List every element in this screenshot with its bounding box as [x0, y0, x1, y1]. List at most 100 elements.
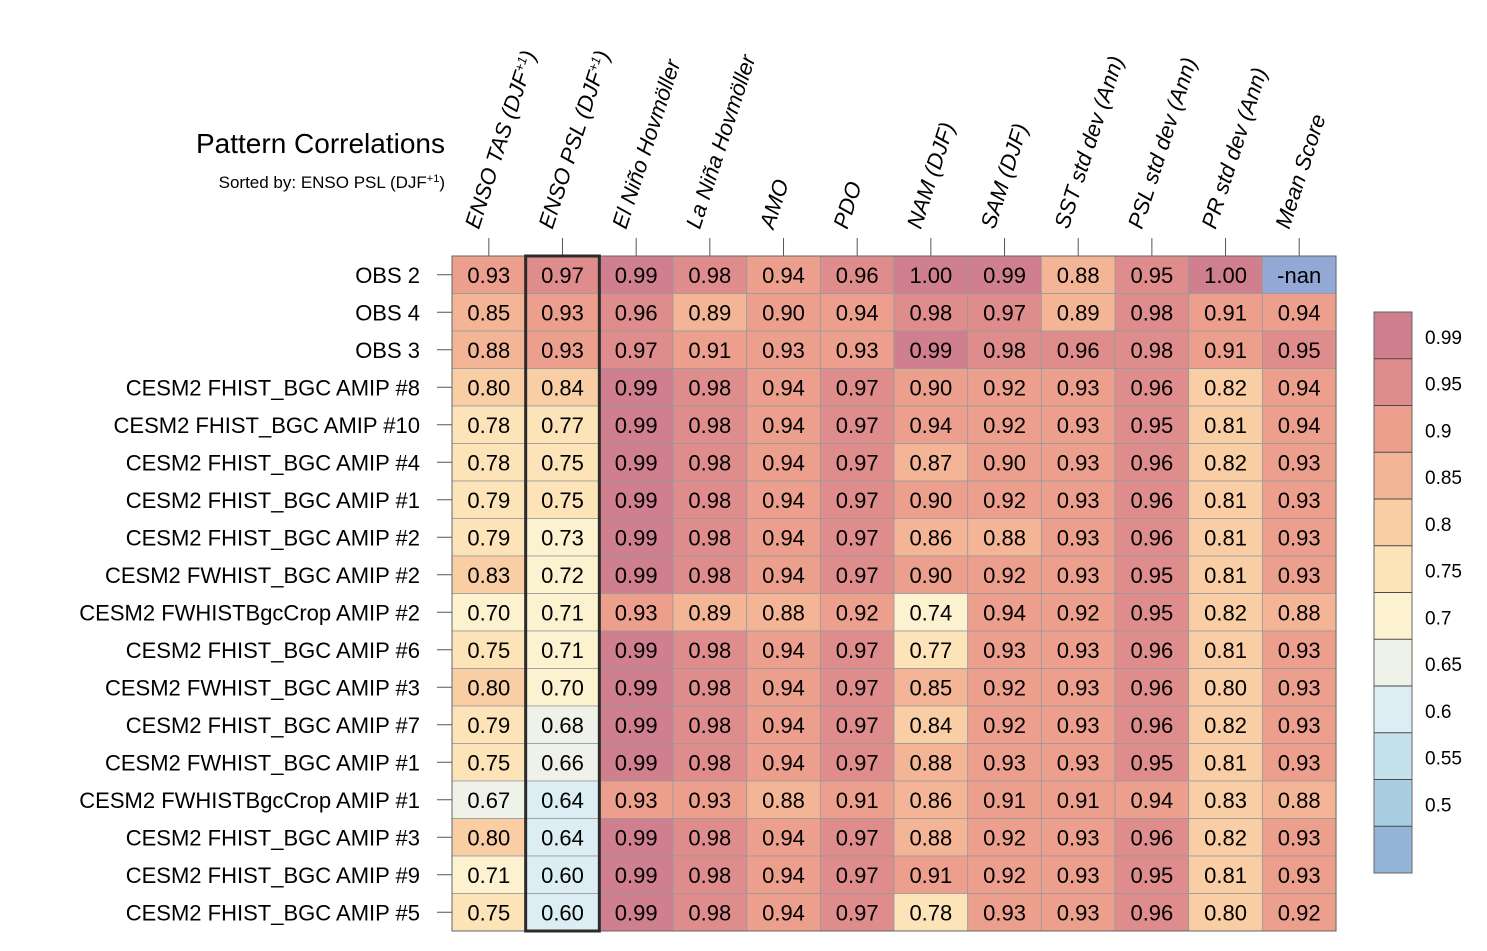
column-label-pdo: PDO [828, 178, 867, 231]
cell-value-label: 0.88 [1278, 600, 1321, 625]
cell-value-label: 0.91 [688, 338, 731, 363]
cell-value-label: 0.94 [1278, 300, 1321, 325]
chart-title: Pattern Correlations [196, 128, 445, 159]
column-labels: ENSO TAS (DJF+1)ENSO PSL (DJF+1)El Niño … [460, 47, 1331, 233]
cell-value-label: 0.97 [836, 375, 879, 400]
cell-value-label: 1.00 [909, 263, 952, 288]
cell-value-label: 0.94 [762, 488, 805, 513]
cell-value-label: 0.80 [467, 825, 510, 850]
cell-value-label: 0.93 [1278, 825, 1321, 850]
heatmap-cell [746, 518, 821, 557]
cell-value-label: 0.81 [1204, 525, 1247, 550]
cell-value-label: 0.92 [983, 825, 1026, 850]
heatmap-cell [1040, 855, 1116, 894]
cell-value-label: 0.98 [688, 450, 731, 475]
column-label-text: AMO [754, 176, 794, 233]
colorbar-label: 0.8 [1425, 515, 1451, 536]
heatmap-cell [746, 743, 821, 782]
cell-value-label: 0.91 [983, 788, 1026, 813]
heatmap-cell [967, 893, 1042, 932]
heatmap-cell [451, 855, 527, 894]
cell-value-label: 0.86 [909, 788, 952, 813]
colorbar-label: 0.7 [1425, 608, 1451, 629]
heatmap-cell [1040, 818, 1116, 857]
cell-value-label: 0.98 [983, 338, 1026, 363]
row-label: OBS 4 [355, 300, 420, 325]
cell-value-label: 0.80 [1204, 900, 1247, 925]
cell-value-label: 0.94 [983, 600, 1026, 625]
cell-value-label: 0.89 [1057, 300, 1100, 325]
cell-value-label: 0.98 [1130, 300, 1173, 325]
cell-value-label: 0.96 [1130, 900, 1173, 925]
cell-value-label: 1.00 [1204, 263, 1247, 288]
cell-value-label: 0.71 [467, 863, 510, 888]
cell-value-label: 0.64 [541, 825, 584, 850]
cell-value-label: 0.94 [762, 675, 805, 700]
column-label-superscript: +1 [584, 54, 603, 73]
cell-value-label: 0.73 [541, 525, 584, 550]
cell-value-label: 0.93 [1057, 900, 1100, 925]
heatmap-cell [967, 743, 1042, 782]
cell-value-label: 0.96 [1130, 825, 1173, 850]
colorbar-bin [1374, 592, 1412, 640]
heatmap-cell [893, 818, 969, 857]
cell-value-label: 0.96 [1130, 638, 1173, 663]
heatmap-cell [967, 518, 1042, 557]
cell-value-label: 0.98 [688, 375, 731, 400]
cell-value-label: 0.97 [541, 263, 584, 288]
cell-value-label: 0.93 [836, 338, 879, 363]
row-label: CESM2 FHIST_BGC AMIP #2 [126, 525, 420, 550]
cell-value-label: 0.95 [1130, 263, 1173, 288]
heatmap-cell [819, 368, 895, 407]
heatmap-cell [451, 630, 527, 669]
heatmap-cell [967, 630, 1042, 669]
row-label: CESM2 FHIST_BGC AMIP #1 [126, 488, 420, 513]
cell-value-label: 0.93 [1057, 563, 1100, 588]
heatmap-cell [525, 293, 600, 332]
column-label-text: PDO [828, 178, 867, 231]
cell-value-label: 0.60 [541, 863, 584, 888]
heatmap-cell [1188, 855, 1263, 894]
heatmap-cell [967, 405, 1042, 444]
heatmap-cell [598, 518, 674, 557]
colorbar-label: 0.5 [1425, 795, 1451, 816]
cell-value-label: 0.91 [836, 788, 879, 813]
cell-value-label: 0.97 [836, 525, 879, 550]
cell-value-label: 0.81 [1204, 413, 1247, 438]
cell-value-label: 0.97 [836, 488, 879, 513]
cell-value-label: 0.99 [615, 263, 658, 288]
heatmap-cell [1261, 368, 1337, 407]
cell-value-label: 0.67 [467, 788, 510, 813]
cell-value-label: 0.83 [1204, 788, 1247, 813]
cell-value-label: 0.98 [688, 263, 731, 288]
cell-value-label: 0.81 [1204, 488, 1247, 513]
heatmap-cell [1114, 818, 1190, 857]
heatmap-cell [1040, 255, 1116, 294]
heatmap-cell [1114, 743, 1190, 782]
colorbar-bin [1374, 686, 1412, 733]
cell-value-label: 0.81 [1204, 750, 1247, 775]
cell-value-label: 0.98 [688, 863, 731, 888]
heatmap-cell [598, 818, 674, 857]
heatmap-cell [672, 818, 748, 857]
heatmap-cell [451, 780, 527, 819]
cell-value-label: 0.98 [688, 563, 731, 588]
cell-value-label: 0.93 [1278, 713, 1321, 738]
heatmap-cell [819, 293, 895, 332]
heatmap-cell [967, 593, 1042, 632]
cell-value-label: 0.72 [541, 563, 584, 588]
cell-value-label: 0.95 [1130, 600, 1173, 625]
colorbar-bin [1374, 499, 1412, 546]
heatmap-cell [1114, 255, 1190, 294]
cell-value-label: 0.99 [615, 450, 658, 475]
cell-value-label: 0.94 [762, 263, 805, 288]
heatmap-cell [819, 705, 895, 744]
cell-value-label: 0.97 [836, 413, 879, 438]
heatmap-cell [525, 518, 600, 557]
cell-value-label: 0.98 [688, 638, 731, 663]
heatmap-cell [819, 668, 895, 707]
heatmap-cell [746, 818, 821, 857]
heatmap-cell [746, 405, 821, 444]
colorbar: 0.99 0.95 0.9 0.85 0.8 0.75 0.7 0.65 0.6 0.55 0.5 [1373, 311, 1462, 874]
heatmap-cell [967, 255, 1042, 294]
